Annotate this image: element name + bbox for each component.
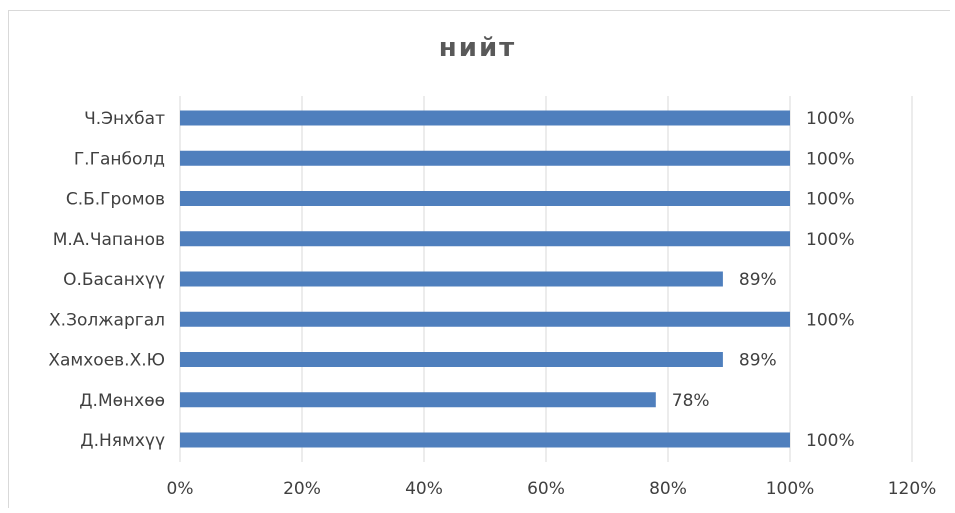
data-label: 89% [739, 351, 777, 371]
x-tick-label: 80% [649, 479, 687, 499]
data-label: 89% [739, 270, 777, 290]
data-label: 78% [672, 391, 710, 411]
category-labels: Ч.Энхбат Г.Ганболд С.Б.Громов М.А.Чапанов О.… [48, 109, 165, 451]
data-label: 100% [806, 431, 855, 451]
bar [180, 271, 723, 287]
bar [180, 231, 790, 247]
x-tick-label: 100% [766, 479, 815, 499]
chart-frame [8, 10, 950, 508]
x-tick-label: 0% [167, 479, 194, 499]
category-label: С.Б.Громов [66, 190, 165, 210]
category-label: М.А.Чапанов [53, 230, 165, 250]
bars [180, 110, 790, 448]
category-label: Хамхоев.Х.Ю [48, 351, 165, 371]
bar [180, 191, 790, 206]
bar [180, 432, 790, 448]
category-label: Д.Мөнхөө [79, 391, 165, 411]
bar [180, 352, 723, 367]
data-label: 100% [806, 149, 855, 169]
data-label: 100% [806, 109, 855, 129]
x-tick-label: 60% [527, 479, 565, 499]
bar [180, 311, 790, 327]
bar [180, 110, 790, 126]
x-tick-label: 40% [405, 479, 443, 499]
chart-title: нийт [438, 33, 517, 63]
data-label: 100% [806, 190, 855, 210]
data-labels: 100% 100% 100% 100% 89% 100% 89% 78% 100% [672, 109, 855, 451]
x-tick-label: 20% [283, 479, 321, 499]
category-label: Д.Нямхүү [80, 431, 165, 451]
category-label: О.Басанхүү [63, 270, 165, 290]
data-label: 100% [806, 310, 855, 330]
bar [180, 150, 790, 166]
data-label: 100% [806, 230, 855, 250]
category-label: Х.Золжаргал [49, 310, 165, 330]
bar [180, 392, 656, 408]
category-label: Г.Ганболд [74, 149, 165, 169]
x-tick-label: 120% [888, 479, 937, 499]
category-label: Ч.Энхбат [84, 109, 165, 129]
x-axis-ticks: 0% 20% 40% 60% 80% 100% 120% [167, 479, 937, 499]
